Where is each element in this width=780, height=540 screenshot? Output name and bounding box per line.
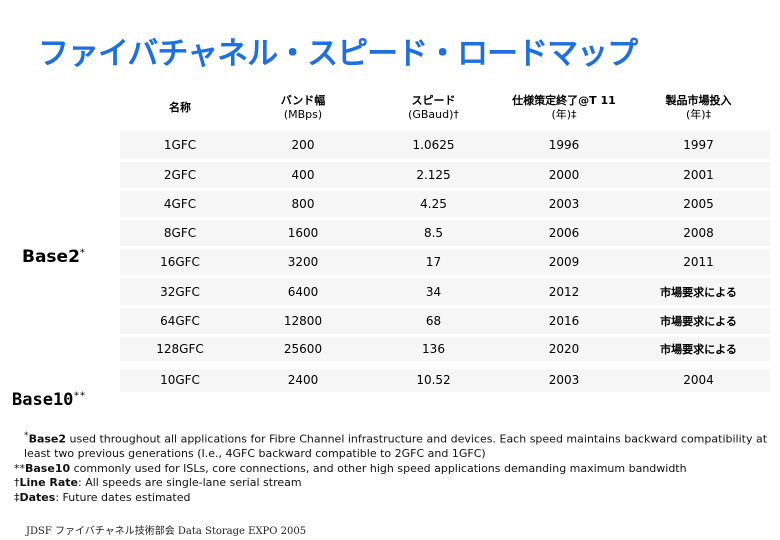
table-header-row: 名称 バンド幅 (MBps) スピード (GBaud)† 仕様策定終了@T 11 (年… bbox=[120, 84, 770, 131]
cell-spec-year: 2009 bbox=[501, 247, 627, 279]
cell-bandwidth: 400 bbox=[240, 160, 366, 191]
footnote-base2: *Base2 used throughout all applications … bbox=[24, 430, 768, 446]
cell-spec-year: 2003 bbox=[501, 189, 627, 221]
base10-group-label: Base10** bbox=[12, 390, 86, 410]
cell-market-year: 2004 bbox=[627, 360, 770, 396]
cell-name: 128GFC bbox=[120, 335, 240, 367]
cell-market-year: 1997 bbox=[627, 131, 770, 162]
cell-name: 8GFC bbox=[120, 218, 240, 250]
cell-speed: 68 bbox=[366, 306, 501, 337]
table-row: 32GFC 6400 34 2012 市場要求による bbox=[120, 276, 770, 308]
table-row: 4GFC 800 4.25 2003 2005 bbox=[120, 189, 770, 221]
cell-speed: 10.52 bbox=[366, 360, 501, 396]
cell-market-year: 2011 bbox=[627, 247, 770, 279]
cell-spec-year: 1996 bbox=[501, 131, 627, 162]
cell-spec-year: 2012 bbox=[501, 276, 627, 308]
cell-spec-year: 2020 bbox=[501, 335, 627, 367]
footnote-dates: ‡Dates: Future dates estimated bbox=[14, 491, 191, 505]
cell-bandwidth: 2400 bbox=[240, 360, 366, 396]
cell-market-year: 市場要求による bbox=[627, 276, 770, 308]
table-row: 128GFC 25600 136 2020 市場要求による bbox=[120, 335, 770, 367]
cell-spec-year: 2006 bbox=[501, 218, 627, 250]
cell-bandwidth: 6400 bbox=[240, 276, 366, 308]
cell-name: 10GFC bbox=[120, 360, 240, 396]
cell-market-year: 市場要求による bbox=[627, 335, 770, 367]
header-spec-complete: 仕様策定終了@T 11 (年)‡ bbox=[501, 84, 627, 131]
cell-speed: 2.125 bbox=[366, 160, 501, 191]
table-row: 10GFC 2400 10.52 2003 2004 bbox=[120, 360, 770, 396]
cell-market-year: 2001 bbox=[627, 160, 770, 191]
cell-spec-year: 2016 bbox=[501, 306, 627, 337]
cell-spec-year: 2000 bbox=[501, 160, 627, 191]
header-speed: スピード (GBaud)† bbox=[366, 84, 501, 131]
cell-name: 1GFC bbox=[120, 131, 240, 162]
cell-bandwidth: 1600 bbox=[240, 218, 366, 250]
cell-speed: 4.25 bbox=[366, 189, 501, 221]
cell-bandwidth: 25600 bbox=[240, 335, 366, 367]
footnote-base10: **Base10 commonly used for ISLs, core co… bbox=[14, 461, 687, 475]
table-row: 1GFC 200 1.0625 1996 1997 bbox=[120, 131, 770, 162]
cell-bandwidth: 12800 bbox=[240, 306, 366, 337]
cell-bandwidth: 800 bbox=[240, 189, 366, 221]
roadmap-table: 名称 バンド幅 (MBps) スピード (GBaud)† 仕様策定終了@T 11 (年… bbox=[120, 84, 770, 396]
cell-name: 64GFC bbox=[120, 306, 240, 337]
header-name: 名称 bbox=[120, 84, 240, 131]
cell-speed: 34 bbox=[366, 276, 501, 308]
cell-spec-year: 2003 bbox=[501, 360, 627, 396]
cell-market-year: 2005 bbox=[627, 189, 770, 221]
cell-bandwidth: 200 bbox=[240, 131, 366, 162]
cell-name: 16GFC bbox=[120, 247, 240, 279]
footer-source: JDSF ファイバチャネル技術部会 Data Storage EXPO 2005 bbox=[26, 526, 307, 537]
base2-group-label: Base2* bbox=[22, 247, 85, 267]
page-title: ファイバチャネル・スピード・ロードマップ bbox=[38, 36, 638, 72]
cell-name: 32GFC bbox=[120, 276, 240, 308]
cell-market-year: 2008 bbox=[627, 218, 770, 250]
cell-market-year: 市場要求による bbox=[627, 306, 770, 337]
header-bandwidth: バンド幅 (MBps) bbox=[240, 84, 366, 131]
footnotes: *Base2 used throughout all applications … bbox=[14, 429, 774, 506]
cell-name: 2GFC bbox=[120, 160, 240, 191]
table-row: 8GFC 1600 8.5 2006 2008 bbox=[120, 218, 770, 250]
table-row: 64GFC 12800 68 2016 市場要求による bbox=[120, 306, 770, 337]
cell-speed: 136 bbox=[366, 335, 501, 367]
header-market-launch: 製品市場投入 (年)‡ bbox=[627, 84, 770, 131]
footnote-line-rate: †Line Rate: All speeds are single-lane s… bbox=[14, 476, 302, 490]
cell-speed: 17 bbox=[366, 247, 501, 279]
cell-bandwidth: 3200 bbox=[240, 247, 366, 279]
table-row: 16GFC 3200 17 2009 2011 bbox=[120, 247, 770, 279]
cell-speed: 1.0625 bbox=[366, 131, 501, 162]
cell-name: 4GFC bbox=[120, 189, 240, 221]
table-row: 2GFC 400 2.125 2000 2001 bbox=[120, 160, 770, 191]
footnote-base2-continued: least two previous generations (I.e., 4G… bbox=[24, 447, 486, 461]
cell-speed: 8.5 bbox=[366, 218, 501, 250]
